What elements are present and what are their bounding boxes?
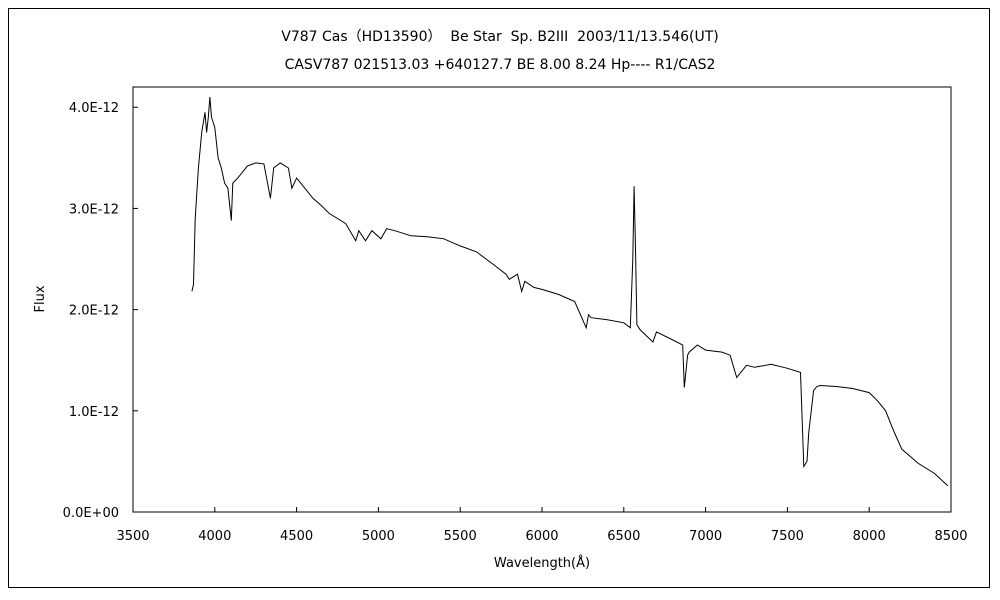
y-axis-label: Flux: [33, 285, 48, 312]
x-tick-label: 3500: [116, 529, 149, 544]
x-tick-label: 4000: [198, 529, 231, 544]
y-tick-label: 4.0E-12: [69, 101, 119, 116]
x-tick-label: 6000: [525, 529, 558, 544]
x-tick-label: 6500: [607, 529, 640, 544]
y-tick-label: 0.0E+00: [63, 506, 119, 521]
x-tick-label: 5000: [362, 529, 395, 544]
y-tick-label: 3.0E-12: [69, 202, 119, 217]
chart-subtitle: CASV787 021513.03 +640127.7 BE 8.00 8.24…: [284, 57, 716, 73]
x-axis-ticks: 3500 4000 4500 5000 5500 6000 6500 7000 7500 8000…: [116, 507, 968, 544]
x-tick-label: 5500: [444, 529, 477, 544]
y-tick-label: 2.0E-12: [69, 304, 119, 319]
x-tick-label: 7000: [689, 529, 722, 544]
chart-title: V787 Cas（HD13590） Be Star Sp. B2III 2003…: [281, 29, 719, 45]
flux-series-line: [191, 97, 949, 487]
x-tick-label: 7500: [771, 529, 804, 544]
y-axis-ticks: 0.0E+00 1.0E-12 2.0E-12 3.0E-12 4.0E-12: [63, 101, 138, 521]
x-tick-label: 4500: [280, 529, 313, 544]
y-tick-label: 1.0E-12: [69, 405, 119, 420]
x-axis-label: Wavelength(Å): [494, 555, 590, 571]
x-tick-label: 8500: [934, 529, 967, 544]
chart-frame: [8, 8, 990, 588]
x-tick-label: 8000: [853, 529, 886, 544]
plot-area: [132, 86, 952, 513]
